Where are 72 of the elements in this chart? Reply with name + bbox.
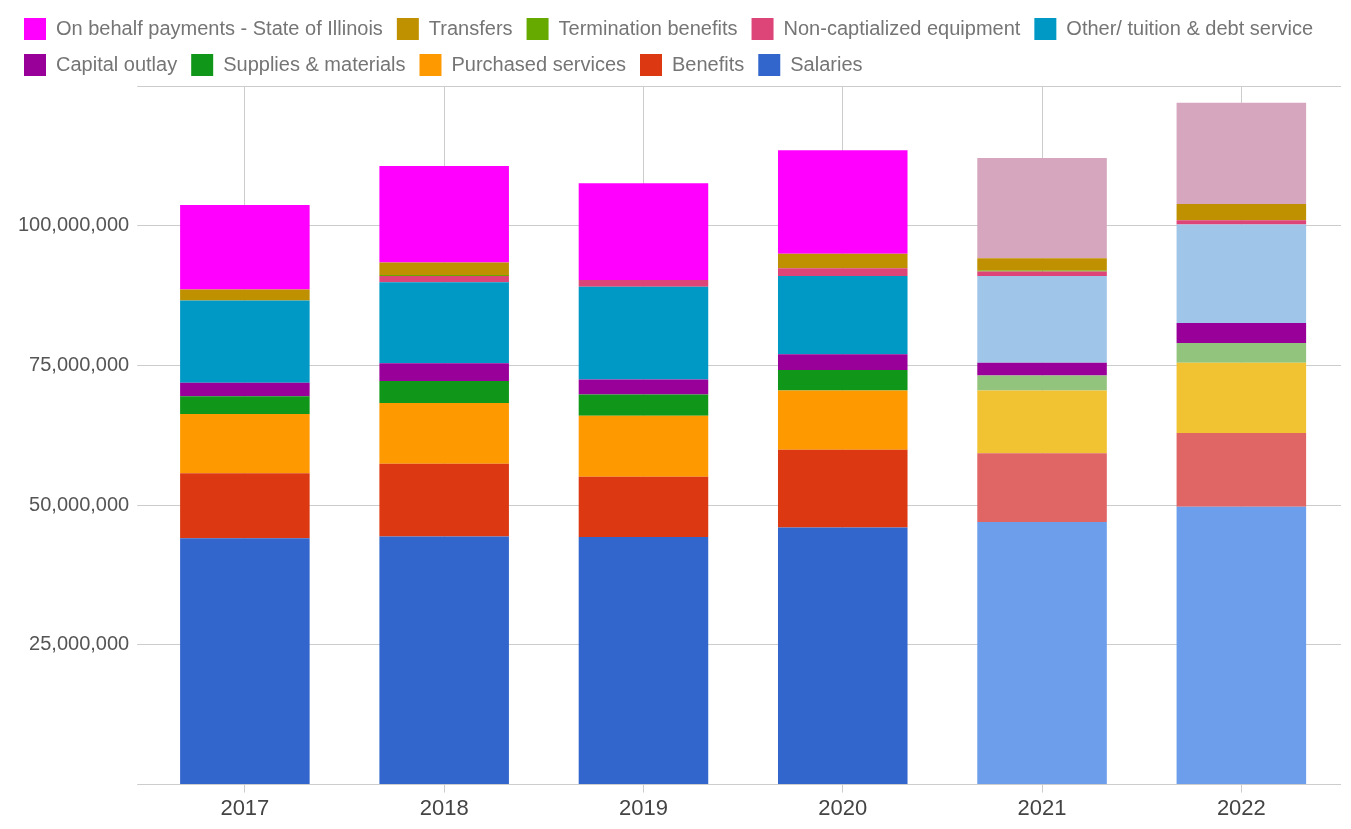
bar: [777, 527, 908, 785]
bar: [578, 286, 709, 380]
bar: [777, 369, 908, 391]
legend-label: Other/ tuition & debt service: [1066, 16, 1314, 39]
bar: [379, 262, 509, 275]
legend-label: Capital outlay: [56, 52, 178, 75]
bar: [578, 415, 709, 477]
bar: [379, 363, 509, 382]
bar: [180, 473, 310, 539]
bar: [1176, 102, 1307, 204]
bar: [777, 276, 908, 355]
bar: [977, 390, 1107, 454]
bar: [1176, 203, 1307, 221]
bar: [1176, 322, 1307, 344]
bar: [977, 258, 1107, 271]
bar: [777, 390, 908, 450]
bar: [977, 453, 1107, 522]
bar: [977, 521, 1107, 785]
bar: [977, 362, 1107, 376]
bar: [1176, 220, 1307, 225]
bar: [777, 449, 908, 528]
bar: [180, 414, 310, 474]
bar: [379, 402, 509, 464]
bar: [1176, 433, 1307, 507]
bar: [578, 394, 709, 416]
y-tick-label: 75,000,000: [29, 352, 130, 375]
bar: [777, 150, 908, 254]
bar: [777, 268, 908, 277]
bar: [180, 538, 310, 785]
bar: [977, 276, 1107, 363]
bar: [1176, 362, 1307, 434]
bar: [379, 276, 509, 283]
bar: [180, 205, 310, 290]
bar: [379, 165, 509, 263]
legend-label: Non-captialized equipment: [783, 16, 1021, 39]
y-tick-label: 100,000,000: [17, 213, 130, 236]
bar: [977, 375, 1107, 391]
bar: [379, 381, 509, 403]
x-tick-label: 2020: [818, 794, 868, 820]
legend-label: On behalf payments - State of Illinois: [56, 16, 383, 39]
bar: [578, 183, 709, 280]
legend-label: Transfers: [428, 16, 513, 39]
bar: [180, 382, 310, 397]
bar: [977, 158, 1107, 259]
bar: [180, 289, 310, 301]
legend-label: Benefits: [672, 52, 745, 75]
bar: [1176, 343, 1307, 363]
x-tick-label: 2022: [1216, 794, 1266, 820]
bar: [1176, 506, 1307, 785]
y-tick-label: 50,000,000: [29, 492, 130, 515]
legend-label: Termination benefits: [558, 16, 738, 39]
x-tick-label: 2019: [618, 794, 668, 820]
bar: [379, 463, 509, 537]
bar: [1176, 224, 1307, 323]
bar: [777, 253, 908, 269]
bar: [578, 476, 709, 538]
x-tick-label: 2021: [1017, 794, 1067, 820]
bar: [578, 279, 709, 287]
bar: [379, 536, 509, 785]
bar: [777, 354, 908, 370]
bar: [379, 282, 509, 364]
legend-label: Purchased services: [451, 52, 627, 75]
x-tick-label: 2017: [220, 794, 270, 820]
y-tick-label: 25,000,000: [29, 632, 130, 655]
bar: [578, 537, 709, 785]
bar: [977, 271, 1107, 277]
legend-label: Supplies & materials: [223, 52, 406, 75]
x-tick-label: 2018: [419, 794, 469, 820]
legend-label: Salaries: [790, 52, 863, 75]
bar: [180, 300, 310, 383]
bar: [180, 396, 310, 415]
bar: [578, 379, 709, 395]
